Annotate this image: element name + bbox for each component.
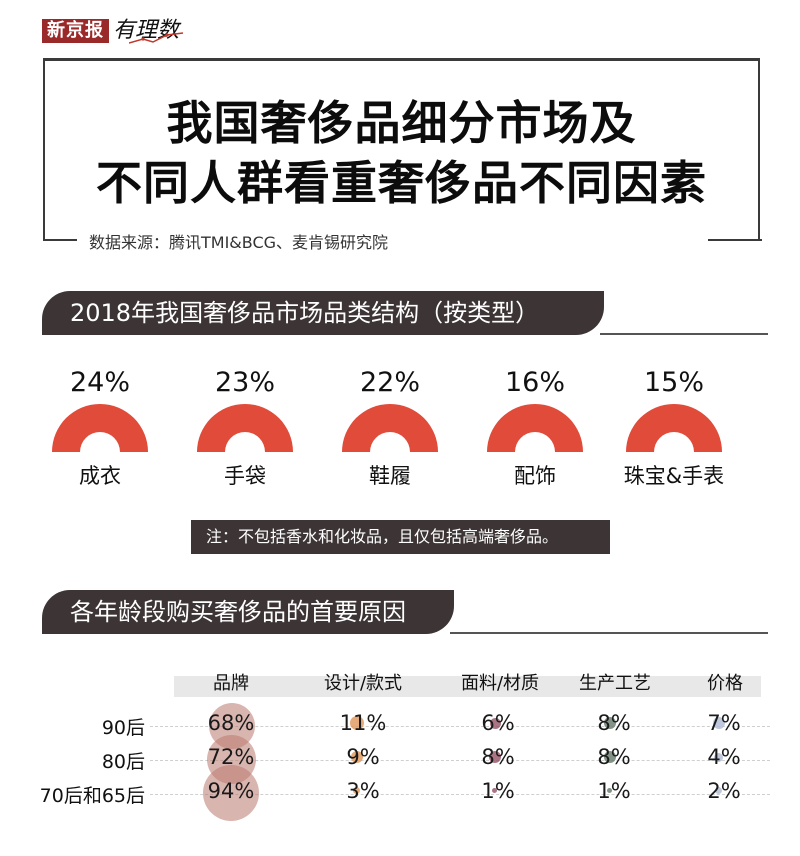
row-guide: [150, 760, 770, 761]
category-value: 16%: [504, 367, 565, 398]
bubble-marker: [607, 788, 612, 793]
category-label: 鞋履: [369, 464, 411, 488]
page-title-line2: 不同人群看重奢侈品不同因素: [96, 156, 707, 210]
table-cell: 7%: [707, 711, 741, 735]
section-divider: [450, 632, 768, 634]
row-label: 90后: [101, 717, 145, 739]
footnote: 注：不包括香水和化妆品，且仅包括高端奢侈品。: [191, 520, 610, 554]
category-item: 16% 配饰: [475, 366, 595, 490]
bubble-marker: [203, 765, 259, 821]
bubble-marker: [715, 787, 722, 794]
category-value: 24%: [69, 367, 130, 398]
section-header-reasons: 各年龄段购买奢侈品的首要原因: [42, 590, 454, 634]
table-header-bar: [174, 676, 761, 697]
page-title-line1: 我国奢侈品细分市场及: [166, 96, 637, 150]
category-item: 24% 成衣: [40, 366, 160, 490]
bubble-marker: [604, 751, 616, 763]
half-donut-icon: [487, 404, 583, 452]
table-cell: 8%: [597, 711, 631, 735]
row-label: 70后和65后: [39, 785, 145, 807]
frame-divider: [43, 239, 77, 241]
category-value: 15%: [643, 367, 704, 398]
table-cell: 3%: [346, 779, 380, 803]
trend-line-icon: [129, 32, 184, 44]
half-donut-icon: [626, 404, 722, 452]
row-label: 80后: [101, 751, 145, 773]
table-cell: 72%: [207, 745, 255, 769]
section-divider: [600, 333, 768, 335]
table-cell: 1%: [481, 779, 515, 803]
title-frame: 我国奢侈品细分市场及 不同人群看重奢侈品不同因素: [43, 58, 760, 241]
table-cell: 2%: [707, 779, 741, 803]
column-header-brand: 品牌: [213, 673, 249, 694]
category-item: 23% 手袋: [185, 366, 305, 490]
table-cell: 11%: [339, 711, 387, 735]
table-cell: 8%: [481, 745, 515, 769]
category-label: 手袋: [224, 464, 266, 488]
row-guide: [150, 794, 770, 795]
logo: 新京报 有理数: [42, 18, 184, 44]
bubble-marker: [489, 751, 501, 763]
bubble-marker: [713, 717, 725, 729]
frame-divider: [708, 239, 762, 241]
column-header-craft: 生产工艺: [579, 673, 651, 694]
column-header-material: 面料/材质: [460, 673, 540, 694]
table-cell: 6%: [481, 711, 515, 735]
bubble-marker: [353, 787, 360, 794]
bubble-marker: [351, 751, 363, 763]
logo-subbrand: 有理数: [113, 19, 184, 44]
section-header-category: 2018年我国奢侈品市场品类结构（按类型）: [42, 291, 604, 335]
logo-brand: 新京报: [42, 19, 109, 43]
table-cell: 9%: [346, 745, 380, 769]
bubble-marker: [490, 718, 501, 729]
category-label: 配饰: [514, 464, 556, 488]
table-cell: 8%: [597, 745, 631, 769]
table-cell: 4%: [707, 745, 741, 769]
table-cell: 1%: [597, 779, 631, 803]
category-value: 23%: [214, 367, 275, 398]
category-item: 15% 珠宝&手表: [614, 366, 734, 490]
bubble-marker: [350, 716, 364, 730]
half-donut-icon: [52, 404, 148, 452]
half-donut-icon: [197, 404, 293, 452]
category-item: 22% 鞋履: [330, 366, 450, 490]
half-donut-icon: [342, 404, 438, 452]
row-guide: [150, 726, 770, 727]
category-label: 成衣: [79, 464, 121, 488]
bubble-marker: [492, 788, 497, 793]
category-value: 22%: [359, 367, 420, 398]
column-header-design: 设计/款式: [323, 673, 403, 694]
category-label: 珠宝&手表: [623, 464, 725, 488]
table-cell: 68%: [207, 711, 255, 735]
data-source: 数据来源：腾讯TMI&BCG、麦肯锡研究院: [89, 233, 389, 252]
bubble-marker: [714, 753, 723, 762]
column-header-price: 价格: [707, 673, 743, 694]
bubble-marker: [604, 717, 616, 729]
table-cell: 94%: [207, 779, 255, 803]
